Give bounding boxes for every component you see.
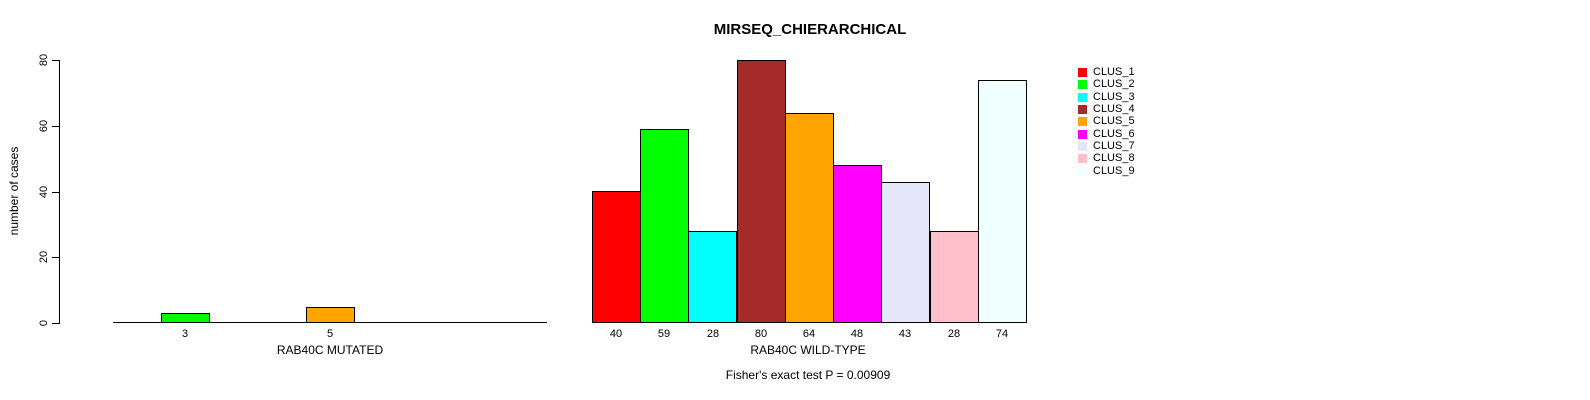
legend-label: CLUS_6 — [1093, 128, 1135, 140]
legend-swatch-icon — [1078, 79, 1087, 89]
y-axis-line — [59, 60, 60, 324]
legend-label: CLUS_9 — [1093, 165, 1135, 177]
bar-clus_2 — [161, 313, 210, 323]
bar-value-label: 59 — [657, 328, 671, 340]
bar-clus_5 — [785, 113, 834, 323]
legend-label: CLUS_7 — [1093, 140, 1135, 152]
y-tick-label: 80 — [38, 53, 50, 67]
bar-clus_5 — [306, 307, 355, 323]
legend-item-clus_5: CLUS_5 — [1078, 115, 1135, 127]
legend-swatch-icon — [1078, 129, 1087, 139]
bar-clus_4 — [737, 60, 786, 323]
y-tick-mark — [52, 60, 59, 61]
bar-value-label: 43 — [898, 328, 912, 340]
fisher-test-caption: Fisher's exact test P = 0.00909 — [725, 368, 891, 382]
legend-item-clus_9: CLUS_9 — [1078, 165, 1135, 177]
legend-item-clus_4: CLUS_4 — [1078, 103, 1135, 115]
y-axis-label: number of cases — [7, 146, 21, 236]
legend-label: CLUS_5 — [1093, 115, 1135, 127]
bar-value-label: 28 — [706, 328, 720, 340]
y-tick-mark — [52, 126, 59, 127]
bar-clus_2 — [640, 129, 689, 323]
bar-clus_9 — [978, 80, 1027, 323]
mutated-x-axis-label: RAB40C MUTATED — [276, 343, 384, 357]
bar-clus_7 — [881, 182, 930, 323]
bar-value-label: 5 — [326, 328, 334, 340]
y-tick-mark — [52, 192, 59, 193]
bar-clus_1 — [592, 191, 641, 323]
bar-value-label: 28 — [947, 328, 961, 340]
bar-clus_6 — [833, 165, 882, 323]
chart-title: MIRSEQ_CHIERARCHICAL — [713, 21, 907, 38]
y-tick-label: 0 — [38, 319, 50, 327]
legend-item-clus_2: CLUS_2 — [1078, 78, 1135, 90]
legend-swatch-icon — [1078, 104, 1087, 114]
legend-item-clus_8: CLUS_8 — [1078, 152, 1135, 164]
legend-label: CLUS_8 — [1093, 152, 1135, 164]
legend-label: CLUS_1 — [1093, 66, 1135, 78]
legend-swatch-icon — [1078, 153, 1087, 163]
bar-clus_8 — [930, 231, 979, 323]
legend-item-clus_1: CLUS_1 — [1078, 66, 1135, 78]
legend-swatch-icon — [1078, 116, 1087, 126]
legend-swatch-icon — [1078, 67, 1087, 77]
wildtype-x-axis-label: RAB40C WILD-TYPE — [750, 343, 866, 357]
y-tick-label: 40 — [38, 185, 50, 199]
bar-value-label: 3 — [181, 328, 189, 340]
y-tick-mark — [52, 257, 59, 258]
legend-swatch-icon — [1078, 92, 1087, 102]
legend-label: CLUS_2 — [1093, 78, 1135, 90]
legend-swatch-icon — [1078, 141, 1087, 151]
bar-value-label: 64 — [802, 328, 816, 340]
y-tick-mark — [52, 323, 59, 324]
y-tick-label: 20 — [38, 250, 50, 264]
legend-swatch-icon — [1078, 166, 1087, 176]
bar-value-label: 74 — [995, 328, 1009, 340]
legend-label: CLUS_4 — [1093, 103, 1135, 115]
bar-value-label: 80 — [754, 328, 768, 340]
bar-clus_3 — [688, 231, 737, 323]
legend-item-clus_7: CLUS_7 — [1078, 140, 1135, 152]
y-tick-label: 60 — [38, 119, 50, 133]
legend-item-clus_3: CLUS_3 — [1078, 91, 1135, 103]
bar-value-label: 48 — [850, 328, 864, 340]
legend-item-clus_6: CLUS_6 — [1078, 128, 1135, 140]
bar-value-label: 40 — [609, 328, 623, 340]
legend-label: CLUS_3 — [1093, 91, 1135, 103]
